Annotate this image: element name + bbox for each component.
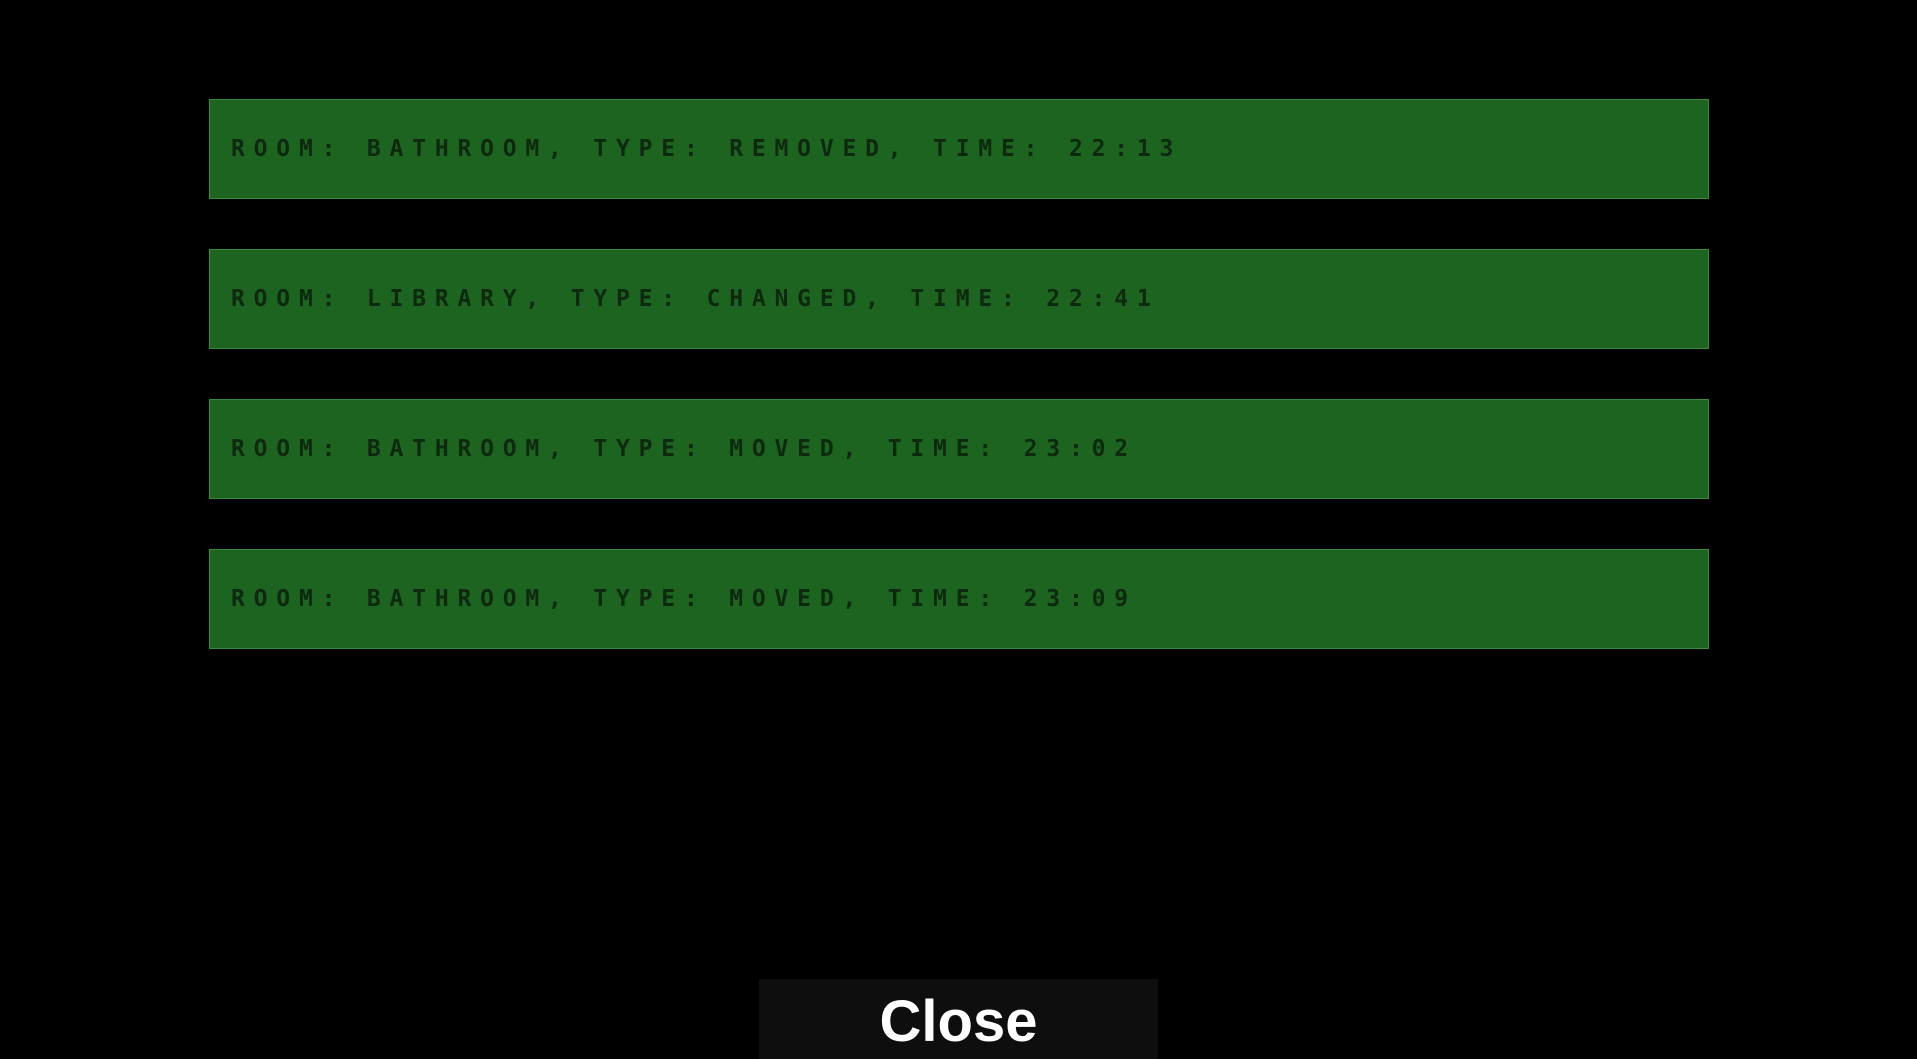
- log-entry: ROOM: BATHROOM, TYPE: MOVED, TIME: 23:09: [209, 549, 1709, 649]
- log-entry: ROOM: LIBRARY, TYPE: CHANGED, TIME: 22:4…: [209, 249, 1709, 349]
- log-entry: ROOM: BATHROOM, TYPE: REMOVED, TIME: 22:…: [209, 99, 1709, 199]
- log-entry-text: ROOM: BATHROOM, TYPE: REMOVED, TIME: 22:…: [231, 136, 1183, 162]
- close-button[interactable]: Close: [759, 979, 1158, 1059]
- log-entry-text: ROOM: LIBRARY, TYPE: CHANGED, TIME: 22:4…: [231, 286, 1160, 312]
- log-list: ROOM: BATHROOM, TYPE: REMOVED, TIME: 22:…: [209, 99, 1709, 699]
- log-entry-text: ROOM: BATHROOM, TYPE: MOVED, TIME: 23:09: [231, 586, 1137, 612]
- log-entry: ROOM: BATHROOM, TYPE: MOVED, TIME: 23:02: [209, 399, 1709, 499]
- log-entry-text: ROOM: BATHROOM, TYPE: MOVED, TIME: 23:02: [231, 436, 1137, 462]
